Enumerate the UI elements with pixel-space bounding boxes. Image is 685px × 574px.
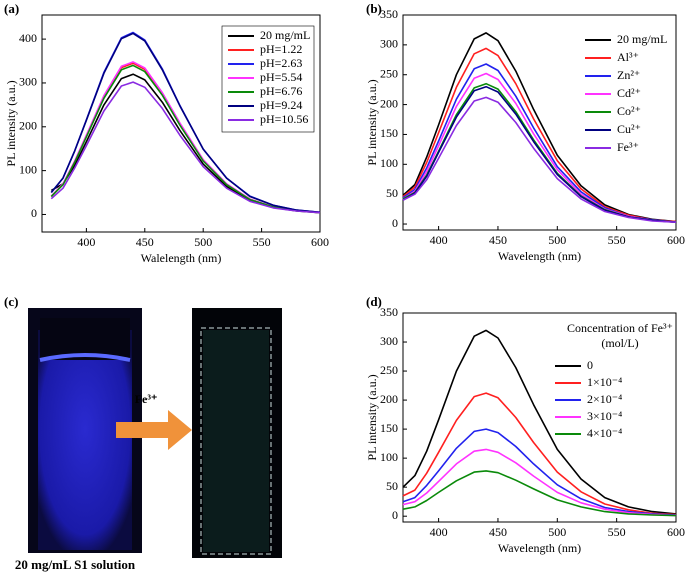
arrow	[116, 410, 192, 450]
series-line	[402, 470, 677, 517]
x-tick-label: 550	[253, 235, 271, 249]
x-tick-label: 600	[667, 233, 685, 247]
caption: 20 mg/mL S1 solution	[15, 557, 136, 572]
y-tick-label: 0	[392, 216, 398, 230]
series-line	[402, 32, 677, 223]
series-line	[402, 329, 677, 515]
arrow-label: Fe³⁺	[135, 392, 158, 406]
series-line	[402, 428, 677, 516]
x-tick-label: 500	[548, 525, 566, 539]
y-tick-label: 100	[380, 156, 398, 170]
legend-title: (mol/L)	[601, 336, 638, 350]
x-axis-title: Wavelength (nm)	[498, 249, 581, 263]
legend-label: 20 mg/mL	[617, 32, 667, 46]
y-tick-label: 150	[380, 421, 398, 435]
series-line	[402, 96, 677, 223]
series-line	[50, 81, 321, 214]
x-tick-label: 450	[489, 233, 507, 247]
legend-label: pH=2.63	[260, 56, 302, 70]
y-tick-label: 200	[19, 119, 37, 133]
cuvette-glow	[38, 330, 132, 550]
x-tick-label: 500	[548, 233, 566, 247]
legend-label: Al³⁺	[617, 50, 639, 64]
x-tick-label: 600	[311, 235, 329, 249]
plot-frame	[41, 14, 321, 233]
legend-label: Co²⁺	[617, 104, 641, 118]
cuvette-dim	[203, 330, 269, 552]
cuvette-outline	[200, 327, 272, 555]
legend-label: 3×10⁻⁴	[587, 409, 622, 423]
y-tick-label: 250	[380, 66, 398, 80]
x-tick-label: 600	[667, 525, 685, 539]
chart-panel: (d) 400 450 500 550 600 0 50 100 150 200 250 300 350 W…	[365, 294, 685, 555]
legend-label: 4×10⁻⁴	[587, 426, 622, 440]
legend-label: 1×10⁻⁴	[587, 375, 622, 389]
series-line	[402, 392, 677, 516]
y-tick-label: 100	[380, 450, 398, 464]
legend-label: Fe³⁺	[617, 140, 639, 154]
y-tick-label: 300	[380, 37, 398, 51]
legend-title: Concentration of Fe³⁺	[567, 321, 673, 335]
legend-label: pH=1.22	[260, 42, 302, 56]
chart-panel: (b) 400 450 500 550 600 0 50 100 150 200 250 300 350 W…	[365, 1, 685, 263]
y-tick-label: 400	[19, 31, 37, 45]
x-tick-label: 550	[608, 525, 626, 539]
legend-label: Cu²⁺	[617, 122, 641, 136]
series-line	[50, 32, 321, 214]
y-tick-label: 250	[380, 363, 398, 377]
x-tick-label: 400	[77, 235, 95, 249]
legend-label: Zn²⁺	[617, 68, 640, 82]
y-tick-label: 0	[392, 508, 398, 522]
panel-label: (c)	[4, 294, 18, 309]
chart-panel: (a) 400 450 500 550 600 0 100 200 300 400 Walelengt…	[4, 1, 329, 265]
legend-label: 20 mg/mL	[260, 28, 310, 42]
legend-label: pH=10.56	[260, 112, 308, 126]
x-tick-label: 550	[608, 233, 626, 247]
legend-label: 2×10⁻⁴	[587, 392, 622, 406]
y-tick-label: 350	[380, 305, 398, 319]
legend-label: pH=6.76	[260, 84, 302, 98]
series-line	[402, 47, 677, 223]
legend-label: Cd²⁺	[617, 86, 641, 100]
plot-frame	[402, 312, 677, 523]
y-axis-title: PL intensity (a.u.)	[365, 79, 379, 165]
series-line	[402, 448, 677, 517]
y-axis-title: PL intensity (a.u.)	[365, 374, 379, 460]
photo-panel: (c) Fe³⁺ 20 mg/mL S1 solution	[4, 294, 282, 572]
plot-frame	[402, 14, 677, 231]
series-line	[50, 64, 321, 214]
x-axis-title: Wavelength (nm)	[498, 541, 581, 555]
x-tick-label: 450	[136, 235, 154, 249]
meniscus	[39, 353, 131, 362]
legend-label: pH=5.54	[260, 70, 302, 84]
y-tick-label: 200	[380, 392, 398, 406]
y-axis-title: PL intensity (a.u.)	[4, 80, 18, 166]
x-axis-title: Walelength (nm)	[141, 251, 222, 265]
y-tick-label: 50	[386, 186, 398, 200]
y-tick-label: 50	[386, 479, 398, 493]
x-tick-label: 500	[194, 235, 212, 249]
y-tick-label: 100	[19, 162, 37, 176]
y-tick-label: 200	[380, 96, 398, 110]
panel-label: (d)	[366, 294, 382, 309]
legend-label: 0	[587, 358, 593, 372]
x-tick-label: 450	[489, 525, 507, 539]
panel-label: (b)	[366, 1, 382, 16]
y-tick-label: 0	[31, 206, 37, 220]
y-tick-label: 350	[380, 7, 398, 21]
panel-label: (a)	[4, 1, 19, 16]
y-tick-label: 300	[380, 334, 398, 348]
x-tick-label: 400	[430, 233, 448, 247]
x-tick-label: 400	[430, 525, 448, 539]
y-tick-label: 300	[19, 75, 37, 89]
y-tick-label: 150	[380, 126, 398, 140]
series-line	[402, 85, 677, 223]
legend-label: pH=9.24	[260, 98, 302, 112]
